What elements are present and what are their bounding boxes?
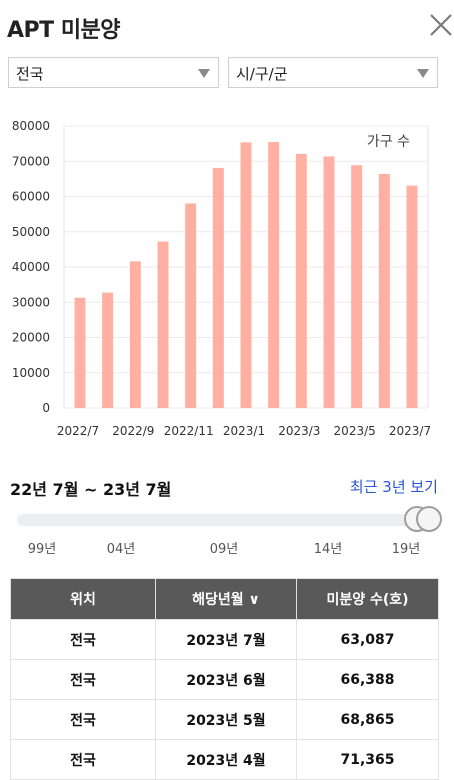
table-row: 전국 2023년 4월 71,365	[10, 739, 439, 780]
x-tick-label: 2022/9	[112, 424, 154, 438]
cell-unsold-count: 68,865	[296, 699, 439, 740]
slider-tick-label: 19년	[391, 542, 421, 557]
district-select[interactable]: 시/구/군	[228, 57, 438, 88]
cell-unsold-count: 63,087	[296, 619, 439, 660]
cell-unsold-count: 66,388	[296, 659, 439, 700]
chevron-down-icon	[198, 69, 210, 78]
chevron-down-icon	[417, 69, 429, 78]
bar	[129, 261, 141, 408]
y-tick-label: 0	[42, 401, 50, 415]
bar	[323, 156, 335, 408]
y-tick-label: 30000	[12, 295, 50, 309]
header-location: 위치	[10, 578, 156, 620]
y-tick-label: 80000	[12, 119, 50, 133]
slider-tick-label: 09년	[209, 542, 239, 557]
cell-year-month: 2023년 4월	[155, 739, 297, 780]
bar	[157, 241, 169, 408]
slider-tick-label: 99년	[27, 542, 57, 557]
cell-location: 전국	[10, 659, 156, 700]
x-tick-label: 2023/3	[278, 424, 320, 438]
y-tick-label: 20000	[12, 331, 50, 345]
bar	[268, 142, 280, 408]
chart-legend: 가구 수	[367, 134, 410, 150]
cell-year-month: 2023년 5월	[155, 699, 297, 740]
y-tick-label: 10000	[12, 366, 50, 380]
table-row: 전국 2023년 5월 68,865	[10, 699, 439, 740]
slider-handle-end[interactable]	[416, 506, 442, 532]
year-range-slider[interactable]	[17, 514, 437, 526]
date-range-label: 22년 7월 ~ 23년 7월	[10, 480, 172, 499]
cell-location: 전국	[10, 619, 156, 660]
cell-year-month: 2023년 7월	[155, 619, 297, 660]
x-tick-label: 2023/5	[334, 424, 376, 438]
bar	[240, 142, 252, 408]
recent-3-years-link[interactable]: 최근 3년 보기	[349, 478, 438, 496]
bar	[102, 292, 114, 408]
unsold-apt-chart: 0 10000 20000 30000 40000 50000 60000 70000 8000…	[12, 119, 431, 438]
y-tick-label: 70000	[12, 154, 50, 168]
cell-location: 전국	[10, 699, 156, 740]
x-tick-label: 2022/11	[164, 424, 214, 438]
bar	[185, 203, 197, 408]
bar	[295, 153, 307, 408]
table-row: 전국 2023년 7월 63,087	[10, 619, 439, 660]
y-tick-label: 40000	[12, 260, 50, 274]
cell-unsold-count: 71,365	[296, 739, 439, 780]
bar	[74, 297, 86, 408]
header-unsold-count: 미분양 수(호)	[296, 578, 439, 620]
x-tick-label: 2022/7	[57, 424, 99, 438]
bar	[351, 165, 363, 408]
region-select-value: 전국	[16, 65, 44, 83]
district-select-value: 시/구/군	[236, 65, 288, 83]
close-icon[interactable]	[428, 12, 454, 38]
slider-tick-label: 14년	[313, 542, 343, 557]
cell-location: 전국	[10, 739, 156, 780]
x-tick-label: 2023/1	[223, 424, 265, 438]
bar	[378, 173, 390, 408]
x-tick-label: 2023/7	[389, 424, 431, 438]
header: APT 미분양	[0, 0, 454, 56]
slider-tick-label: 04년	[106, 542, 136, 557]
table-header-row: 위치 해당년월 ∨ 미분양 수(호)	[10, 578, 439, 620]
y-tick-label: 50000	[12, 225, 50, 239]
region-select[interactable]: 전국	[8, 57, 219, 88]
header-year-month-sort[interactable]: 해당년월 ∨	[155, 578, 297, 620]
page-title: APT 미분양	[7, 18, 121, 43]
bar	[406, 185, 418, 408]
unsold-data-table: 위치 해당년월 ∨ 미분양 수(호) 전국 2023년 7월 63,087 전국…	[10, 578, 439, 780]
cell-year-month: 2023년 6월	[155, 659, 297, 700]
table-row: 전국 2023년 6월 66,388	[10, 659, 439, 700]
bar	[212, 167, 224, 408]
y-tick-label: 60000	[12, 190, 50, 204]
